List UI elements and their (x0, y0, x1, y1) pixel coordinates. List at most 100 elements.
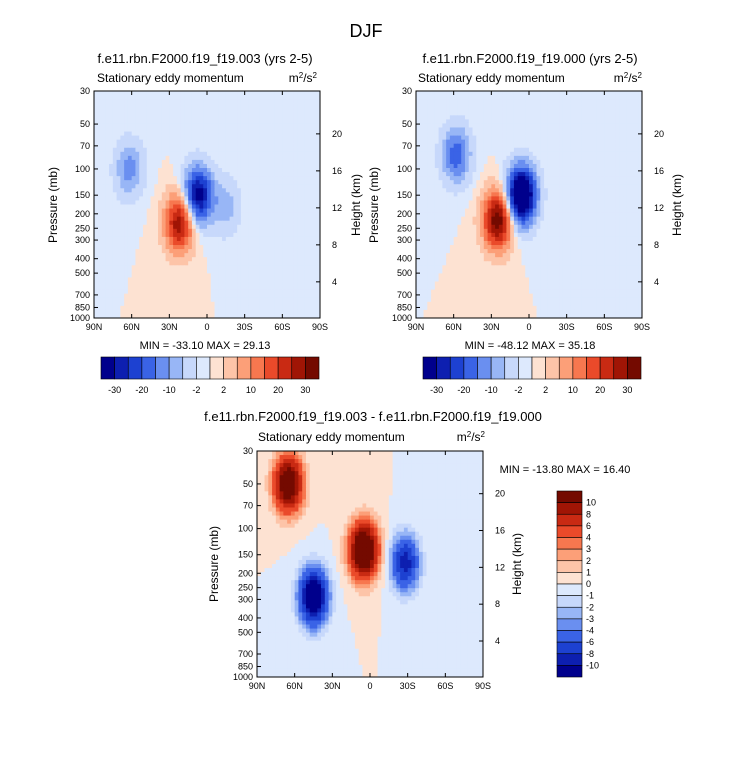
field-cell (627, 111, 631, 115)
field-cell (570, 188, 574, 192)
field-cell (241, 241, 245, 245)
field-cell (98, 205, 102, 209)
field-cell (540, 107, 544, 111)
field-cell (305, 294, 309, 298)
field-cell (279, 237, 283, 241)
field-cell (525, 115, 529, 119)
field-cell (226, 298, 230, 302)
field-cell (199, 99, 203, 103)
field-cell (548, 136, 552, 140)
field-cell (582, 172, 586, 176)
field-cell (563, 123, 567, 127)
field-cell (218, 253, 222, 257)
field-cell (533, 107, 537, 111)
field-cell (230, 156, 234, 160)
field-cell (132, 152, 136, 156)
field-cell (616, 144, 620, 148)
field-cell (480, 192, 484, 196)
field-cell (154, 148, 158, 152)
field-cell (525, 184, 529, 188)
field-cell (151, 217, 155, 221)
field-cell (465, 172, 469, 176)
field-cell (286, 148, 290, 152)
field-cell (309, 237, 313, 241)
field-cell (506, 103, 510, 107)
field-cell (199, 229, 203, 233)
field-cell (120, 99, 124, 103)
field-cell (601, 148, 605, 152)
field-cell (275, 156, 279, 160)
field-cell (544, 180, 548, 184)
field-cell (188, 257, 192, 261)
field-cell (143, 294, 147, 298)
field-cell (260, 205, 264, 209)
field-cell (248, 119, 252, 123)
field-cell (469, 180, 473, 184)
field-cell (94, 180, 98, 184)
field-cell (582, 184, 586, 188)
field-cell (290, 95, 294, 99)
field-cell (109, 176, 113, 180)
field-cell (540, 123, 544, 127)
field-cell (177, 249, 181, 253)
field-cell (169, 188, 173, 192)
field-cell (135, 152, 139, 156)
field-cell (586, 103, 590, 107)
field-cell (491, 127, 495, 131)
field-cell (559, 176, 563, 180)
field-cell (567, 180, 571, 184)
field-cell (297, 140, 301, 144)
field-cell (256, 176, 260, 180)
field-cell (616, 168, 620, 172)
field-cell (113, 192, 117, 196)
field-cell (199, 225, 203, 229)
field-cell (286, 269, 290, 273)
field-cell (173, 91, 177, 95)
field-cell (241, 282, 245, 286)
field-cell (495, 119, 499, 123)
field-cell (593, 176, 597, 180)
field-cell (312, 265, 316, 269)
field-cell (143, 302, 147, 306)
field-cell (109, 245, 113, 249)
field-cell (563, 119, 567, 123)
field-cell (282, 273, 286, 277)
field-cell (120, 103, 124, 107)
field-cell (139, 241, 143, 245)
field-cell (158, 290, 162, 294)
field-cell (105, 205, 109, 209)
field-cell (102, 265, 106, 269)
field-cell (128, 111, 132, 115)
field-cell (305, 144, 309, 148)
field-cell (294, 241, 298, 245)
field-cell (264, 176, 268, 180)
field-cell (416, 192, 420, 196)
field-cell (548, 115, 552, 119)
field-cell (476, 99, 480, 103)
field-cell (416, 180, 420, 184)
field-cell (230, 95, 234, 99)
field-cell (203, 140, 207, 144)
field-cell (196, 294, 200, 298)
field-cell (94, 196, 98, 200)
field-cell (105, 152, 109, 156)
field-cell (94, 221, 98, 225)
field-cell (94, 99, 98, 103)
field-cell (162, 188, 166, 192)
field-cell (297, 99, 301, 103)
field-cell (226, 261, 230, 265)
field-cell (627, 103, 631, 107)
field-cell (154, 273, 158, 277)
field-cell (631, 127, 635, 131)
field-cell (233, 99, 237, 103)
field-cell (222, 200, 226, 204)
field-cell (275, 205, 279, 209)
field-cell (215, 144, 219, 148)
field-cell (196, 119, 200, 123)
field-cell (473, 119, 477, 123)
field-cell (241, 209, 245, 213)
field-cell (177, 192, 181, 196)
field-cell (230, 221, 234, 225)
field-cell (169, 265, 173, 269)
field-cell (237, 148, 241, 152)
